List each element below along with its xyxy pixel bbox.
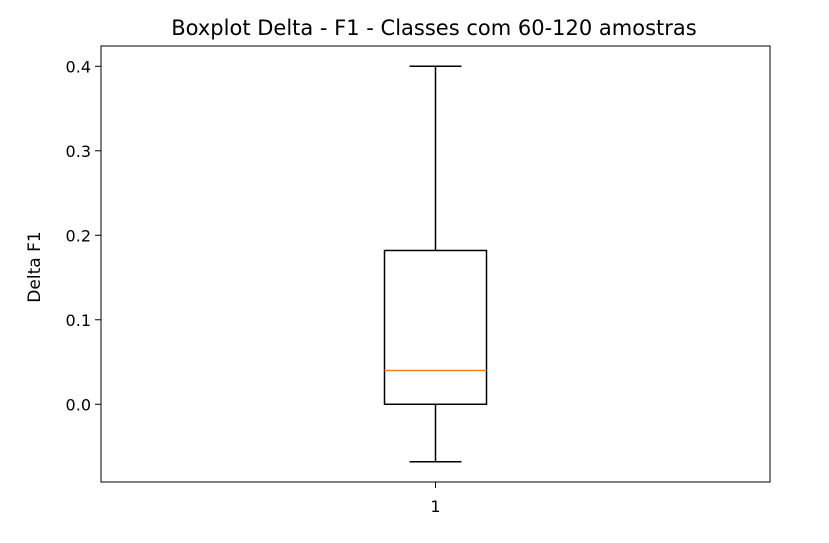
y-tick-label: 0.1 [66,311,91,330]
x-tick-label: 1 [430,497,440,516]
x-axis-ticks: 1 [430,482,441,516]
chart-title: Boxplot Delta - F1 - Classes com 60-120 … [171,16,696,40]
y-tick-label: 0.3 [66,142,91,161]
box-series [383,65,488,463]
y-axis-ticks: 0.0 0.1 0.2 0.3 0.4 [66,57,101,414]
y-tick-label: 0.4 [66,57,91,76]
y-tick-label: 0.0 [66,395,91,414]
interquartile-box [383,249,488,406]
y-tick-label: 0.2 [66,226,91,245]
y-axis-label: Delta F1 [25,231,45,302]
box-item [383,65,488,463]
